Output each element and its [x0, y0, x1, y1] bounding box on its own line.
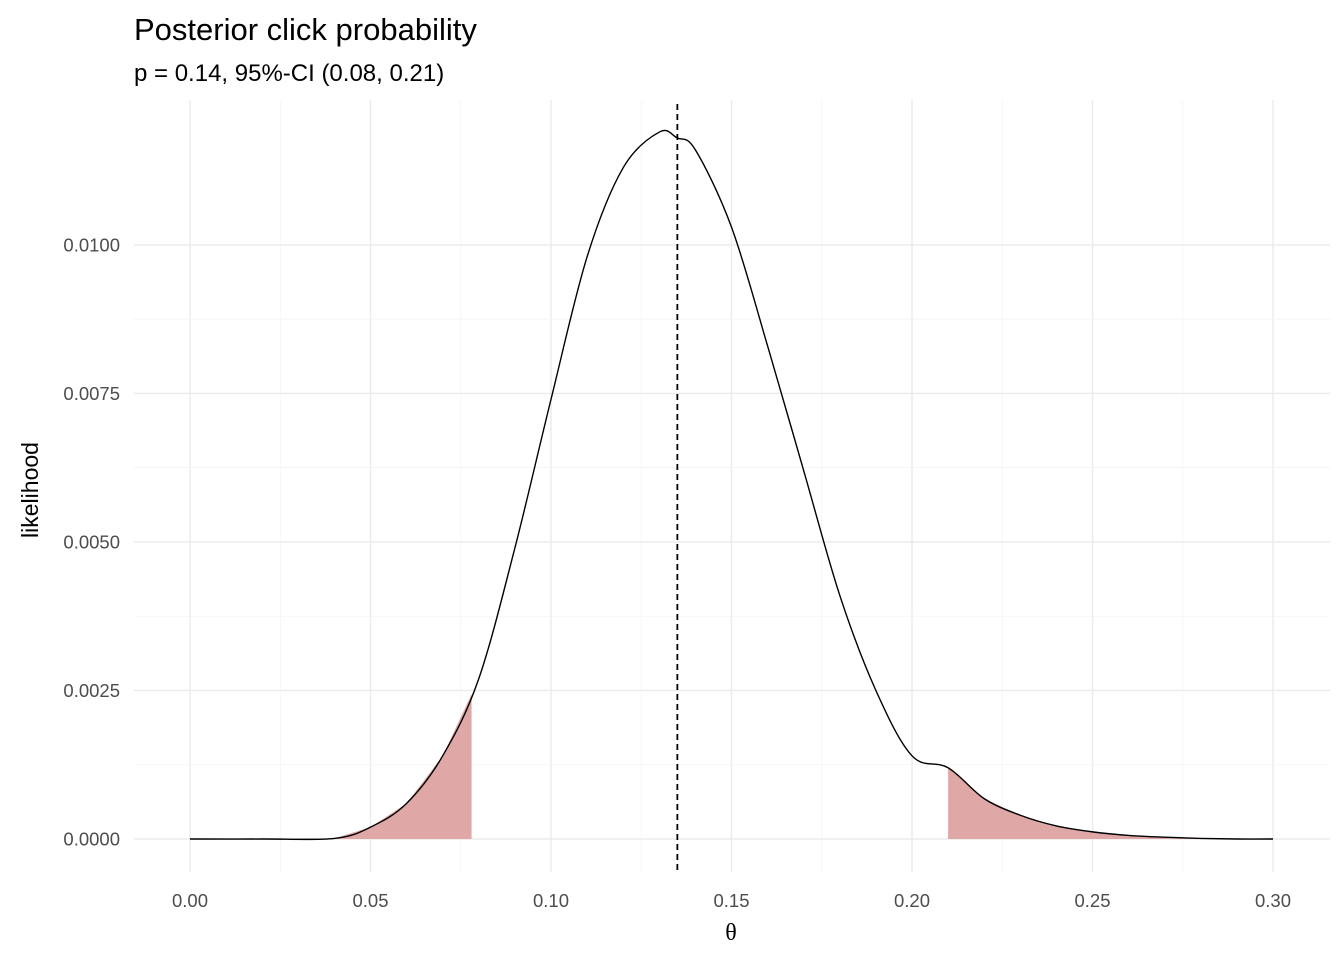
y-tick-label: 0.0075 — [63, 383, 120, 404]
y-tick-label: 0.0025 — [63, 680, 120, 701]
y-tick-label: 0.0050 — [63, 531, 120, 552]
shaded-tail — [190, 694, 472, 839]
density-curve — [189, 129, 1274, 841]
x-tick-label: 0.25 — [1074, 890, 1110, 911]
x-tick-label: 0.00 — [172, 890, 208, 911]
y-axis-ticks: 0.0000 0.0025 0.0050 0.0075 0.0100 — [63, 234, 120, 849]
x-tick-label: 0.15 — [713, 890, 749, 911]
chart-title: Posterior click probability — [134, 12, 477, 47]
grid — [134, 100, 1330, 872]
shaded-tail — [948, 767, 1273, 839]
y-axis-title: likelihood — [17, 442, 43, 538]
x-tick-label: 0.10 — [533, 890, 569, 911]
y-tick-label: 0.0000 — [63, 829, 120, 850]
x-axis-title: θ — [725, 920, 737, 946]
shaded-tails — [190, 694, 1273, 839]
x-tick-label: 0.05 — [352, 890, 388, 911]
chart-subtitle: p = 0.14, 95%-CI (0.08, 0.21) — [134, 60, 445, 87]
x-tick-label: 0.30 — [1255, 890, 1291, 911]
x-tick-label: 0.20 — [894, 890, 930, 911]
x-axis-ticks: 0.00 0.05 0.10 0.15 0.20 0.25 0.30 — [172, 890, 1291, 911]
y-tick-label: 0.0100 — [63, 234, 120, 255]
